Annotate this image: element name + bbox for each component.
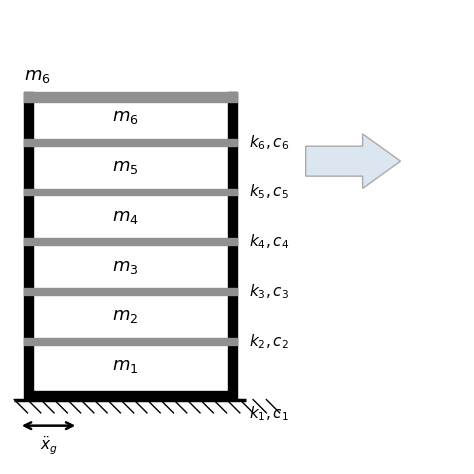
Bar	[24, 391, 237, 400]
Text: $m_{2}$: $m_{2}$	[112, 308, 139, 325]
Text: $m_{6}$: $m_{6}$	[112, 109, 139, 126]
Text: $k_{1},c_{1}$: $k_{1},c_{1}$	[249, 404, 289, 423]
Bar	[24, 238, 237, 245]
Bar	[24, 189, 237, 195]
Text: $k_{4},c_{4}$: $k_{4},c_{4}$	[249, 232, 289, 251]
Bar	[228, 92, 237, 391]
Text: $\ddot{x}_g$: $\ddot{x}_g$	[40, 434, 57, 457]
Bar	[24, 92, 237, 102]
Text: $m_{3}$: $m_{3}$	[112, 258, 139, 275]
Text: $m_{4}$: $m_{4}$	[112, 208, 139, 226]
Text: $k_{6},c_{6}$: $k_{6},c_{6}$	[249, 133, 289, 152]
Bar	[24, 139, 237, 146]
Text: $k_{3},c_{3}$: $k_{3},c_{3}$	[249, 282, 289, 301]
Bar	[24, 288, 237, 295]
Text: $m_6$: $m_6$	[24, 67, 50, 85]
Polygon shape	[306, 134, 401, 188]
Text: $m_{5}$: $m_{5}$	[112, 158, 139, 176]
Bar	[24, 92, 33, 391]
Bar	[24, 338, 237, 345]
Text: $k_{2},c_{2}$: $k_{2},c_{2}$	[249, 332, 289, 351]
Text: $k_{5},c_{5}$: $k_{5},c_{5}$	[249, 182, 289, 201]
Text: $m_{1}$: $m_{1}$	[112, 357, 139, 375]
